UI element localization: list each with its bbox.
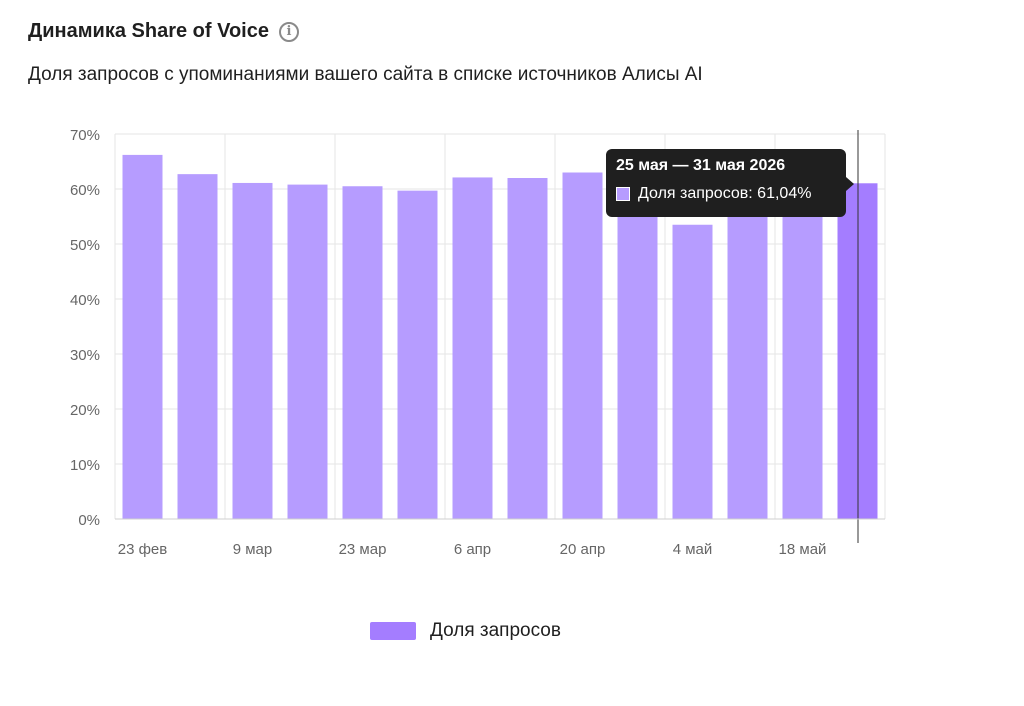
chart-subtitle: Доля запросов с упоминаниями вашего сайт… [28,64,703,85]
bar[interactable] [177,174,218,519]
legend-item[interactable]: Доля запросов [370,620,561,642]
bar[interactable] [287,184,328,519]
y-tick-label: 10% [70,457,100,474]
tooltip-series-swatch [616,187,630,201]
bar[interactable] [617,194,658,520]
chart-header: Динамика Share of Voice i [28,20,299,43]
x-tick-label: 20 апр [560,541,606,558]
bar[interactable] [782,205,823,520]
legend-swatch [370,622,416,640]
chart-title: Динамика Share of Voice [28,20,269,42]
bar[interactable] [507,178,548,519]
info-icon[interactable]: i [278,21,299,42]
chart-tooltip: 25 мая — 31 мая 2026 Доля запросов: 61,0… [606,149,854,217]
bar[interactable] [672,224,713,519]
tooltip-row: Доля запросов: 61,04% [616,185,836,203]
y-tick-label: 30% [70,347,100,364]
bar[interactable] [232,182,273,519]
y-tick-label: 60% [70,182,100,199]
x-tick-label: 18 май [779,541,827,558]
tooltip-value: Доля запросов: 61,04% [638,185,812,202]
x-tick-label: 23 фев [118,541,168,558]
y-tick-label: 40% [70,292,100,309]
y-tick-label: 20% [70,402,100,419]
y-tick-label: 0% [78,512,100,529]
y-tick-label: 50% [70,237,100,254]
bar[interactable] [727,216,768,520]
x-tick-label: 6 апр [454,541,491,558]
bar[interactable] [452,177,493,519]
x-tick-label: 9 мар [233,541,273,558]
x-tick-label: 4 май [673,541,713,558]
bar[interactable] [562,172,603,520]
x-tick-label: 23 мар [339,541,387,558]
legend-label: Доля запросов [430,620,561,641]
tooltip-date: 25 мая — 31 мая 2026 [616,157,786,174]
bar[interactable] [397,190,438,519]
bar[interactable] [342,186,383,519]
bar[interactable] [122,154,163,519]
y-tick-label: 70% [70,127,100,144]
